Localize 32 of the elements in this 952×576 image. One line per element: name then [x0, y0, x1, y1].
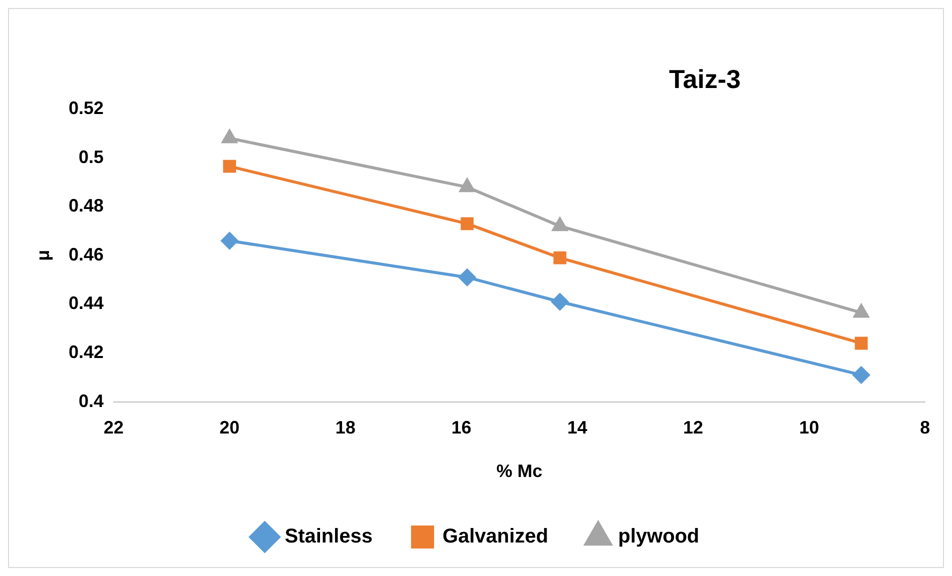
- point: [551, 293, 568, 310]
- point: [852, 366, 870, 384]
- x-tick-label: 14: [567, 418, 588, 438]
- y-tick-label: 0.52: [68, 98, 104, 118]
- x-axis-title: % Mc: [496, 461, 542, 482]
- x-tick-label: 18: [335, 418, 356, 438]
- y-tick-label: 0.4: [78, 390, 104, 411]
- y-tick-label: 0.42: [68, 342, 104, 362]
- point: [553, 251, 566, 264]
- point: [458, 268, 476, 286]
- x-tick-label: 20: [220, 418, 240, 438]
- x-tick-label: 8: [920, 418, 930, 438]
- point: [222, 130, 238, 144]
- y-tick-label: 0.5: [78, 146, 104, 167]
- y-tick-label: 0.44: [68, 293, 104, 314]
- y-axis-title: μ: [32, 250, 53, 261]
- legend-label: Galvanized: [442, 526, 548, 548]
- point: [460, 178, 475, 192]
- x-tick-label: 22: [104, 418, 124, 438]
- point: [854, 336, 868, 350]
- legend-label: plywood: [618, 526, 700, 548]
- point: [460, 217, 474, 230]
- point: [221, 232, 238, 250]
- y-tick-label: 0.46: [68, 244, 104, 264]
- x-tick-label: 16: [451, 418, 472, 438]
- y-tick-label: 0.48: [68, 196, 104, 216]
- chart-title: Taiz-3: [668, 64, 741, 94]
- x-tick-label: 12: [683, 418, 704, 438]
- point: [552, 218, 568, 232]
- x-tick-label: 10: [799, 418, 820, 438]
- point: [223, 160, 236, 173]
- legend-label: Stainless: [284, 526, 373, 548]
